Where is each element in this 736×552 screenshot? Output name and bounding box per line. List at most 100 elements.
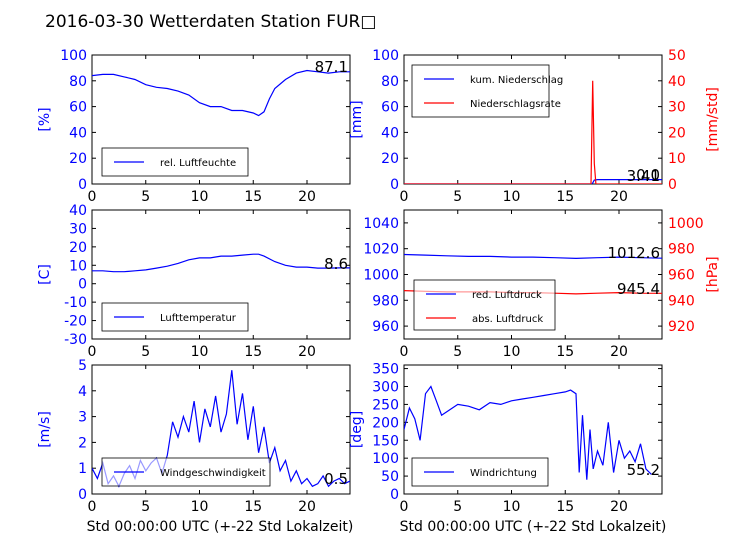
legend: Lufttemperatur [101,302,249,332]
legend-entry: rel. Luftfeuchte [160,158,236,169]
x-tick-label: 20 [610,344,628,360]
y-tick-label-right: 980 [668,242,695,258]
y-tick-label: 250 [372,397,399,413]
series-line [404,385,652,480]
y-tick-label: -30 [64,332,87,348]
x-tick-label: 15 [244,344,262,360]
y-axis-label-right: [hPa] [705,256,721,292]
y-tick-label: 300 [372,380,399,396]
x-tick-label: 10 [503,344,521,360]
y-tick-label: 0 [390,177,399,193]
x-tick-label: 5 [453,344,462,360]
x-axis-label-right: Std 00:00:00 UTC (+-22 Std Lokalzeit) [400,519,667,535]
x-tick-label: 0 [400,499,409,515]
y-tick-label: 0 [390,487,399,503]
x-tick-label: 10 [191,189,209,205]
y-tick-label-right: 920 [668,319,695,335]
current-value-label: 55.2 [627,461,660,479]
legend-entry: red. Luftdruck [472,290,542,301]
y-tick-label: 1000 [363,268,399,284]
legend: kum. Niederschlag Niederschlagsrate [411,64,563,118]
series-line [92,69,350,117]
y-tick-label: 5 [78,358,87,374]
x-tick-label: 10 [191,499,209,515]
y-tick-label: 100 [372,451,399,467]
y-tick-label-right: 50 [668,48,686,64]
y-tick-label: 20 [381,151,399,167]
y-tick-label: 100 [60,48,87,64]
y-tick-label: 100 [372,48,399,64]
chart-precipitation: 0 5 10 15 20 0 20 40 60 80 100 0 10 20 30 40 50 [mm] [mm/s… [349,48,721,205]
y-axis-label-right: [mm/std] [705,87,721,152]
x-tick-label: 5 [453,189,462,205]
legend-entry: Windgeschwindigkeit [160,468,266,479]
y-tick-label: 30 [69,221,87,237]
x-tick-label: 10 [503,189,521,205]
x-tick-label: 15 [244,189,262,205]
x-tick-label: 20 [298,189,316,205]
x-tick-label: 10 [503,499,521,515]
y-tick-label: -10 [64,295,87,311]
y-tick-label: 40 [69,125,87,141]
current-value-label: 1012.6 [608,244,661,262]
x-tick-label: 0 [88,189,97,205]
current-value-label: 3.41 [627,167,660,185]
chart-windspeed: 0 5 10 15 20 0 1 2 3 4 5 [m/s] 0.5 Windgeschwindigkei… [37,358,351,515]
y-axis-label: [%] [37,107,53,131]
current-value-label: 87.1 [315,58,348,76]
legend-box [411,64,550,118]
y-tick-label: 20 [69,240,87,256]
x-tick-label: 0 [400,189,409,205]
y-tick-label-right: 1000 [668,216,704,232]
y-tick-label-right: 960 [668,268,695,284]
x-tick-label: 5 [141,499,150,515]
legend: rel. Luftfeuchte [101,147,249,177]
x-tick-label: 20 [610,189,628,205]
y-tick-label: 1040 [363,216,399,232]
y-tick-label: 60 [381,100,399,116]
y-tick-label: 4 [78,384,87,400]
legend-entry: Niederschlagsrate [470,99,561,110]
y-tick-label-right: 10 [668,151,686,167]
y-tick-label: 40 [381,125,399,141]
y-tick-label-right: 0 [668,177,677,193]
y-tick-label-right: 20 [668,125,686,141]
y-tick-label: 0 [78,487,87,503]
y-axis-label: [m/s] [37,411,53,448]
chart-pressure: 0 5 10 15 20 960 980 1000 1020 1040 920 940 960 980 10… [363,209,721,360]
legend-box [413,279,556,331]
x-tick-label: 5 [453,499,462,515]
plot-frame [91,209,351,340]
x-tick-label: 20 [298,499,316,515]
y-axis-label: [C] [37,264,53,285]
y-tick-label: 80 [69,74,87,90]
legend-entry: abs. Luftdruck [472,314,543,325]
legend: Windrichtung [411,457,549,487]
y-tick-label-right: 40 [668,74,686,90]
x-axis-label-left: Std 00:00:00 UTC (+-22 Std Lokalzeit) [87,519,354,535]
y-tick-label: 3 [78,410,87,426]
series-line [404,80,662,184]
x-tick-label: 0 [400,344,409,360]
legend-entry: kum. Niederschlag [470,75,563,86]
plot-frame [91,54,351,185]
y-tick-label-right: 940 [668,293,695,309]
y-tick-label: 350 [372,362,399,378]
y-tick-label: -20 [64,314,87,330]
y-axis-label: [mm] [349,100,365,138]
current-value-label-2: 0.0 [636,166,660,184]
y-tick-label: 50 [381,469,399,485]
chart-temperature: 0 5 10 15 20 -30 -20 -10 0 10 20 30 40 [C] 8.6 Lufttemp… [37,203,351,360]
y-tick-label: 60 [69,100,87,116]
y-tick-label: 10 [69,258,87,274]
y-tick-label: 1 [78,461,87,477]
figure-title: 2016-03-30 Wetterdaten Station FUR□ [45,12,376,32]
x-tick-label: 10 [191,344,209,360]
x-tick-label: 15 [556,189,574,205]
x-tick-label: 0 [88,499,97,515]
legend: Windgeschwindigkeit [101,457,271,487]
x-tick-label: 15 [556,344,574,360]
y-axis-label: [deg] [349,411,365,448]
series-line [404,179,662,184]
